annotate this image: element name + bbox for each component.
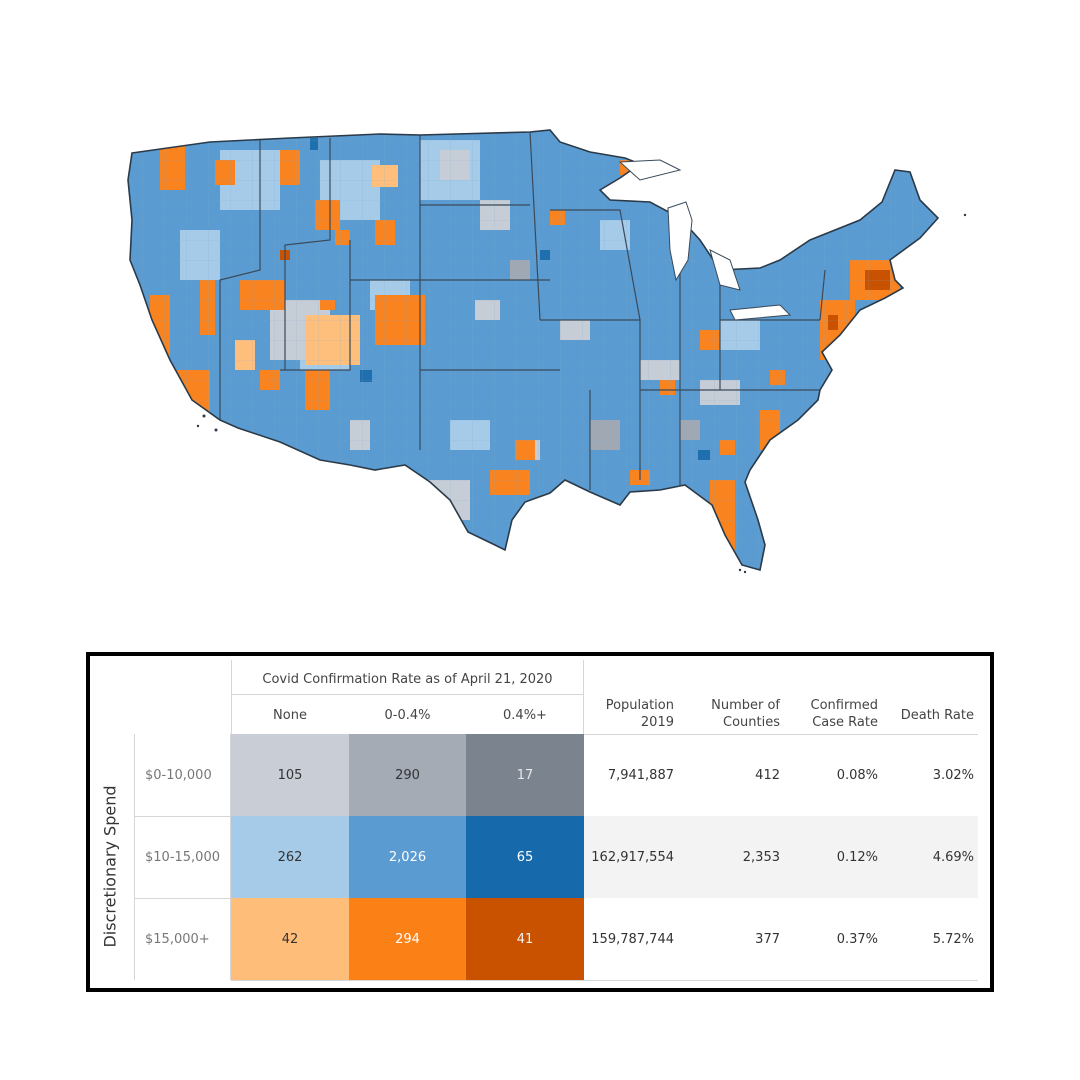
count-cell: 41	[466, 898, 584, 980]
divider	[231, 694, 584, 695]
case-rate-cell: 0.08%	[836, 767, 878, 783]
divider	[135, 898, 230, 899]
row-label: $10-15,000	[145, 849, 220, 865]
col-header-death-rate: Death Rate	[900, 707, 974, 723]
count-cell: 262	[231, 816, 349, 898]
population-cell: 159,787,744	[591, 931, 674, 947]
divider	[231, 734, 978, 735]
divider	[134, 734, 135, 980]
divider	[231, 660, 232, 734]
great-lakes	[618, 159, 792, 321]
divider	[230, 734, 231, 980]
counties-cell: 377	[755, 931, 780, 947]
count-cell: 105	[231, 734, 349, 816]
row-axis-label: Discretionary Spend	[98, 746, 122, 986]
county-borders	[128, 130, 938, 570]
death-rate-cell: 4.69%	[932, 849, 974, 865]
col-header-population-line1: Population	[605, 698, 674, 713]
count-cell: 294	[349, 898, 466, 980]
count-cell: 290	[349, 734, 466, 816]
counties-cell: 2,353	[742, 849, 780, 865]
col-header-population-line2: 2019	[640, 715, 674, 730]
case-rate-cell: 0.37%	[836, 931, 878, 947]
count-cell: 2,026	[349, 816, 466, 898]
row-axis-label-text: Discretionary Spend	[100, 784, 120, 948]
col-header-case-rate: Confirmed Case Rate	[800, 694, 898, 734]
summary-table: Covid Confirmation Rate as of April 21, …	[86, 652, 994, 992]
row-label: $15,000+	[145, 931, 210, 947]
coastal-islands	[196, 213, 967, 574]
col-header-none: None	[273, 707, 307, 723]
us-county-map	[120, 120, 970, 580]
col-header-population: Population 2019	[584, 694, 702, 734]
population-cell: 162,917,554	[591, 849, 674, 865]
col-header-case-rate-line1: Confirmed	[810, 698, 879, 713]
case-rate-cell: 0.12%	[836, 849, 878, 865]
divider	[231, 980, 978, 981]
row-label: $0-10,000	[145, 767, 212, 783]
col-header-case-rate-line2: Case Rate	[812, 715, 878, 730]
col-header-counties-line2: Counties	[723, 715, 780, 730]
death-rate-cell: 3.02%	[932, 767, 974, 783]
col-header-high: 0.4%+	[503, 707, 547, 723]
col-header-counties-line1: Number of	[711, 698, 780, 713]
divider	[583, 660, 584, 734]
death-rate-cell: 5.72%	[932, 931, 974, 947]
col-header-low: 0-0.4%	[384, 707, 431, 723]
group-header: Covid Confirmation Rate as of April 21, …	[262, 671, 553, 687]
us-map-svg	[127, 129, 967, 574]
col-header-counties: Number of Counties	[702, 694, 800, 734]
count-cell: 17	[466, 734, 584, 816]
count-cell: 42	[231, 898, 349, 980]
count-cell: 65	[466, 816, 584, 898]
population-cell: 7,941,887	[607, 767, 674, 783]
divider	[135, 816, 230, 817]
counties-cell: 412	[755, 767, 780, 783]
row-highlight	[584, 816, 978, 898]
